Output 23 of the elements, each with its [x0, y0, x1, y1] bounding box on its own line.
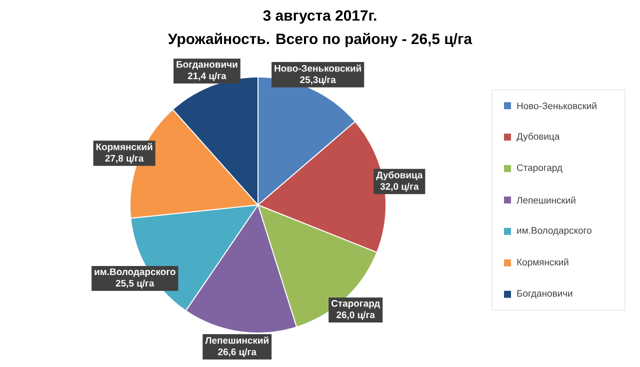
legend-label: Старогард: [517, 164, 562, 173]
slice-label: Ново-Зеньковский: [274, 64, 361, 72]
data-label: 27,8 ц/га: [105, 154, 144, 164]
slice-label: Дубовица: [376, 171, 423, 180]
chart-subtitle: Урожайность. Всего по району - 26,5 ц/га: [168, 32, 472, 48]
legend-label: Лепешинский: [516, 196, 576, 204]
chart-title: 3 августа 2017г.: [263, 10, 376, 24]
legend-label: им.Володарского: [517, 227, 592, 236]
data-label: 26,0 ц/га: [336, 311, 376, 320]
data-label: 21,4 ц/га: [188, 72, 226, 81]
data-label: 25,3ц/га: [300, 76, 336, 85]
legend-label: Кормянский: [517, 258, 568, 268]
legend-label: Богдановичи: [517, 290, 572, 299]
slice-label: им.Володарского: [94, 268, 176, 277]
slice-label: Кормянский: [96, 143, 152, 152]
data-label: 26,6 ц/га: [218, 348, 257, 358]
data-label: 32,0 ц/га: [380, 182, 419, 192]
slice-label: Старогард: [331, 300, 380, 309]
slice-label: Лепешинский: [205, 336, 268, 344]
slice-label: Богдановичи: [176, 61, 238, 70]
data-label: 25,5 ц/га: [116, 280, 154, 288]
legend-label: Ново-Зеньковский: [517, 102, 596, 110]
legend-label: Дубовица: [516, 132, 560, 142]
